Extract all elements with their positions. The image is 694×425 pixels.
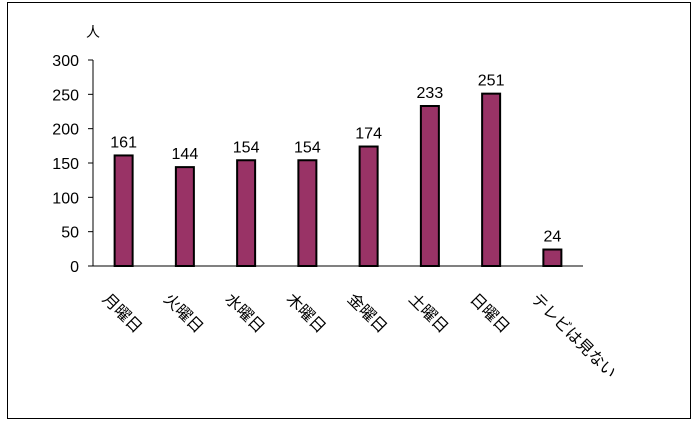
bar bbox=[113, 154, 134, 268]
y-axis-unit: 人 bbox=[86, 24, 100, 40]
y-tick-label: 200 bbox=[52, 122, 79, 139]
data-label: 24 bbox=[543, 229, 561, 246]
category-label: 日曜日 bbox=[466, 291, 512, 337]
data-label: 144 bbox=[172, 146, 199, 163]
y-tick-label: 100 bbox=[52, 190, 79, 207]
category-label: テレビは見ない bbox=[528, 290, 620, 382]
category-label: 木曜日 bbox=[283, 290, 330, 337]
y-tick-label: 0 bbox=[70, 259, 79, 276]
data-label: 154 bbox=[233, 139, 260, 156]
bar bbox=[542, 248, 563, 268]
category-label: 水曜日 bbox=[221, 290, 268, 337]
data-label: 174 bbox=[355, 126, 382, 143]
y-tick-label: 50 bbox=[61, 225, 79, 242]
category-label: 金曜日 bbox=[344, 290, 391, 337]
bar-chart: 人 0 50 100 150 200 250 300 161 144 154 154 174 233 2… bbox=[52, 24, 620, 382]
data-label: 161 bbox=[110, 134, 137, 151]
bar bbox=[419, 105, 440, 267]
y-tick-label: 250 bbox=[52, 87, 79, 104]
data-label: 233 bbox=[417, 85, 444, 102]
category-label: 土曜日 bbox=[405, 290, 452, 337]
bar bbox=[358, 145, 379, 268]
category-label: 火曜日 bbox=[160, 291, 206, 337]
data-label: 251 bbox=[478, 73, 505, 90]
data-label: 154 bbox=[294, 139, 321, 156]
bar bbox=[481, 92, 502, 267]
bar bbox=[236, 159, 257, 267]
category-label: 月曜日 bbox=[99, 291, 145, 337]
chart-frame: 人 0 50 100 150 200 250 300 161 144 154 154 174 233 2… bbox=[7, 2, 691, 419]
bar bbox=[297, 159, 318, 267]
bar bbox=[174, 166, 195, 267]
y-tick-label: 150 bbox=[52, 156, 79, 173]
y-tick-label: 300 bbox=[52, 53, 79, 70]
